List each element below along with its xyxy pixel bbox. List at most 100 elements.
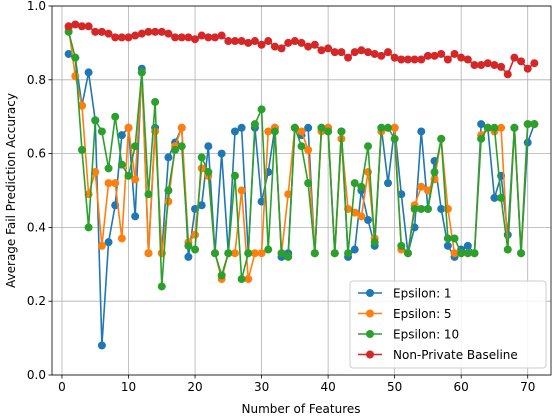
x-tick-label: 10 [121,380,136,394]
data-point [71,53,80,62]
data-point [204,142,213,151]
data-point [131,142,140,151]
data-point [430,51,439,60]
x-tick-label: 60 [454,380,469,394]
data-point [410,204,419,213]
data-point [390,123,399,132]
data-point [290,37,299,46]
data-point [450,234,459,243]
legend-swatch-marker [366,309,374,318]
data-point [430,168,439,177]
data-point [317,123,326,132]
data-point [523,120,532,129]
data-point [397,55,406,64]
data-point [304,123,313,132]
data-point [417,127,426,136]
data-point [244,275,253,284]
data-point [197,31,206,40]
data-point [84,22,93,31]
data-point [217,31,226,40]
data-point [350,48,359,57]
data-point [77,22,86,31]
data-point [337,127,346,136]
data-point [117,160,126,169]
data-point [344,249,353,258]
data-point [470,61,479,70]
data-point [364,168,373,177]
data-point [177,33,186,42]
axis-ticks: 0 10 20 30 40 50 60 70 0.0 0.2 0.4 0.6 0.8 1.0 [27,0,535,394]
data-point [111,33,120,42]
data-point [490,61,499,70]
data-point [523,138,532,147]
x-tick-label: 40 [320,380,335,394]
data-point [250,37,259,46]
data-point [230,37,239,46]
data-point [270,127,279,136]
y-tick-label: 0.2 [27,294,46,308]
legend-entry: Epsilon: 5 [358,307,452,321]
data-point [330,249,339,258]
data-point [157,27,166,36]
y-tick-label: 0.4 [27,220,46,234]
data-point [277,44,286,53]
data-point [237,186,246,195]
data-point [230,127,239,136]
data-point [350,179,359,188]
data-point [97,241,106,250]
data-point [397,190,406,199]
data-point [104,164,113,173]
data-point [197,153,206,162]
data-point [364,142,373,151]
data-point [310,40,319,49]
data-point [443,241,452,250]
data-point [450,249,459,258]
data-point [510,53,519,62]
data-point [91,27,100,36]
legend-label: Epsilon: 1 [393,287,452,301]
data-point [510,123,519,132]
data-point [310,249,319,258]
data-point [490,123,499,132]
data-point [224,249,233,258]
data-point [423,204,432,213]
data-point [530,59,539,68]
legend-swatch-marker [366,350,374,359]
data-point [64,49,73,58]
data-point [297,142,306,151]
legend-frame [349,280,547,369]
legend-swatch-marker [366,289,374,297]
x-axis-label: Number of Features [242,402,361,416]
data-point [523,64,532,73]
data-point [463,241,472,250]
data-point [91,168,100,177]
x-tick-label: 30 [254,380,269,394]
plot-frame [51,5,552,376]
data-point [184,252,193,261]
data-point [437,49,446,58]
y-tick-label: 0.0 [27,368,46,382]
data-point [390,53,399,62]
data-point [157,282,166,291]
data-point [257,249,266,258]
data-point [257,105,266,114]
data-point [270,42,279,51]
y-tick-label: 0.8 [27,73,46,87]
data-point [71,20,80,29]
data-point [117,33,126,42]
data-point [171,33,180,42]
data-point [144,190,153,199]
legend-entry: Epsilon: 10 [358,328,459,342]
data-point [111,112,120,121]
data-point [124,171,133,180]
data-point [117,131,126,140]
data-point [244,249,253,258]
data-point [131,31,140,40]
data-point [250,120,259,129]
data-point [483,59,492,68]
y-tick-label: 0.6 [27,147,46,161]
data-point [304,145,313,154]
legend-label: Epsilon: 5 [393,307,452,321]
data-point [151,97,160,106]
data-point [284,190,293,199]
